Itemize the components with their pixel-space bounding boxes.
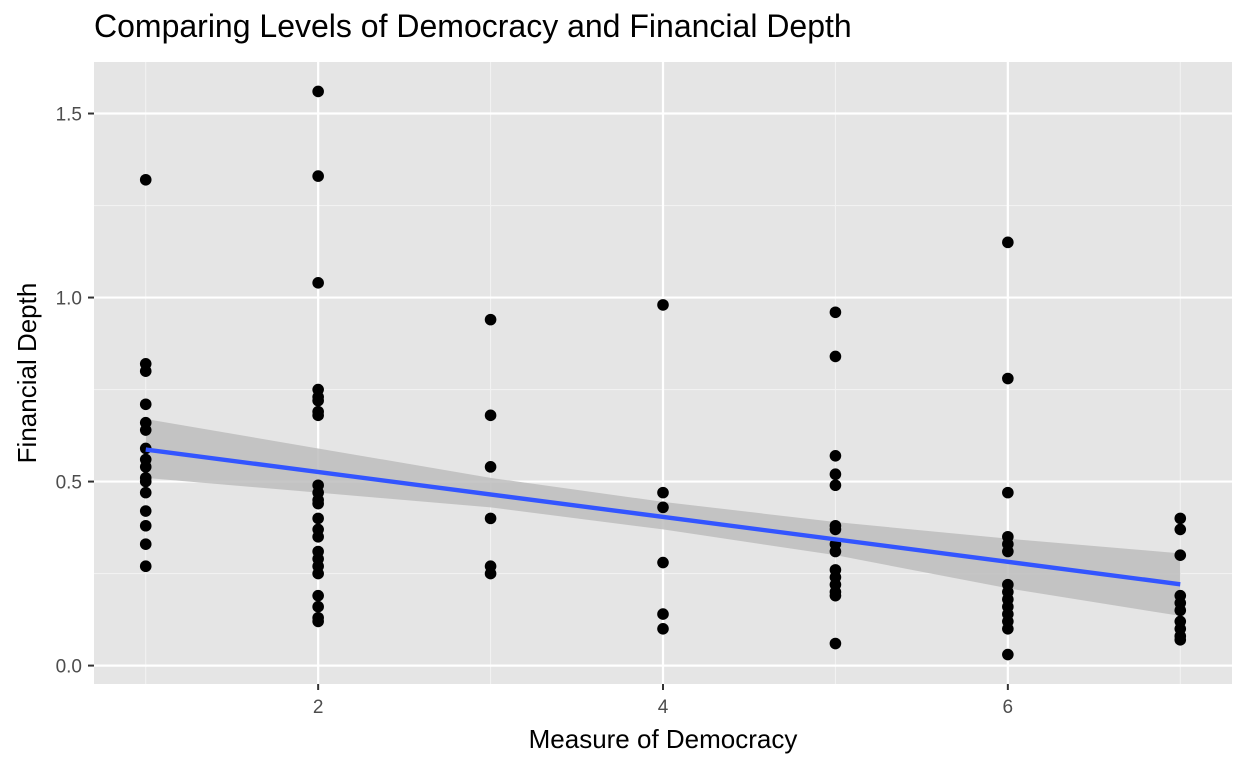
data-point xyxy=(657,486,669,499)
regression-line xyxy=(145,447,1181,587)
data-point xyxy=(1174,604,1187,617)
y-axis-title: Financial Depth xyxy=(12,283,42,464)
data-point xyxy=(484,567,497,580)
chart-title: Comparing Levels of Democracy and Financ… xyxy=(94,8,852,44)
data-point xyxy=(1002,236,1014,249)
data-point xyxy=(829,450,842,462)
data-point xyxy=(829,306,842,319)
data-points xyxy=(139,85,1187,661)
data-point xyxy=(139,505,152,517)
data-point xyxy=(1002,486,1014,499)
data-point xyxy=(312,170,324,182)
data-point xyxy=(829,350,842,363)
data-point xyxy=(139,560,152,573)
data-point xyxy=(657,556,669,569)
data-point xyxy=(139,538,152,550)
data-point xyxy=(139,461,152,473)
data-point xyxy=(312,497,324,510)
major-gridlines xyxy=(94,62,1232,684)
data-point xyxy=(484,461,497,473)
data-point xyxy=(829,479,842,492)
data-point xyxy=(829,545,842,558)
data-point xyxy=(657,622,669,635)
data-point xyxy=(1174,512,1187,525)
x-tick-label: 2 xyxy=(313,697,324,718)
data-point xyxy=(484,409,497,422)
data-point xyxy=(312,394,324,407)
data-point xyxy=(1002,545,1014,558)
data-point xyxy=(312,567,324,580)
data-point xyxy=(1174,523,1187,536)
tick-labels: 2 4 6 0.0 0.5 1.0 1.5 xyxy=(56,105,1014,718)
data-point xyxy=(139,365,152,377)
data-point xyxy=(312,530,324,543)
data-point xyxy=(829,523,842,536)
data-point xyxy=(139,475,152,488)
data-point xyxy=(484,313,497,326)
data-point xyxy=(312,512,324,525)
y-tick-label: 1.0 xyxy=(56,289,82,310)
data-point xyxy=(657,501,669,514)
data-point xyxy=(139,173,152,186)
data-point xyxy=(657,299,669,311)
x-tick-label: 4 xyxy=(658,697,669,718)
x-tick-label: 6 xyxy=(1003,697,1014,718)
data-point xyxy=(312,277,324,289)
data-point xyxy=(1002,648,1014,661)
data-point xyxy=(139,519,152,532)
y-tick-label: 1.5 xyxy=(56,105,82,126)
y-tick-label: 0.5 xyxy=(56,473,82,494)
x-axis-title: Measure of Democracy xyxy=(529,724,798,754)
y-tick-label: 0.0 xyxy=(56,657,82,678)
data-point xyxy=(139,398,152,411)
data-point xyxy=(657,608,669,620)
data-point xyxy=(829,589,842,602)
data-point xyxy=(312,600,324,613)
data-point xyxy=(829,637,842,650)
data-point xyxy=(1174,634,1187,646)
data-point xyxy=(484,512,497,525)
axis-ticks xyxy=(88,112,1009,690)
data-point xyxy=(139,486,152,499)
data-point xyxy=(1174,549,1187,561)
data-point xyxy=(1002,622,1014,635)
data-point xyxy=(312,589,324,602)
data-point xyxy=(312,615,324,628)
data-point xyxy=(312,85,324,98)
data-point xyxy=(312,409,324,422)
data-point xyxy=(1002,372,1014,385)
data-point xyxy=(139,424,152,436)
data-point xyxy=(829,468,842,481)
